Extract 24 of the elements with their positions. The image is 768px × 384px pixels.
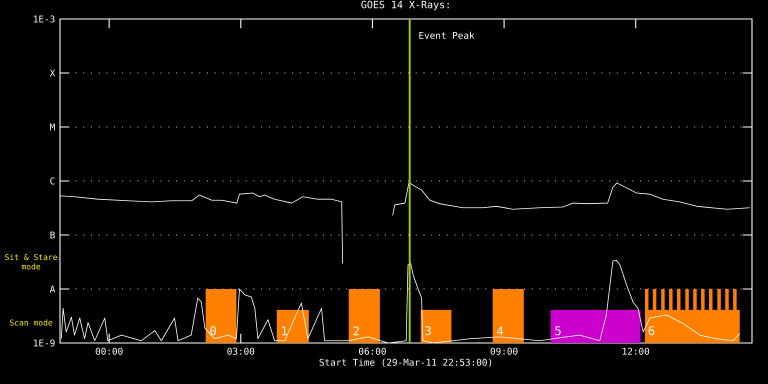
ref-line-label: Event Peak [419, 32, 474, 39]
y-tick-label: C [50, 177, 55, 185]
y-tick-label: B [50, 232, 55, 238]
annotation: 5 [555, 326, 561, 336]
x-tick-label: 09:00 [490, 348, 518, 355]
annotation: 6 [648, 326, 654, 336]
x-tick-label: 00:00 [96, 348, 123, 355]
x-axis-title: Start Time (29-Mar-11 22:53:00) [320, 358, 492, 367]
annotation: 0 [210, 326, 216, 336]
x-tick-label: 12:00 [622, 348, 650, 355]
y-tick-label: 1E-9 [34, 339, 55, 347]
annotation: 1 [282, 326, 287, 336]
annotation: 2 [353, 326, 359, 336]
y-tick-label: Scan mode [10, 319, 52, 326]
annotation: 4 [497, 326, 504, 336]
y-tick-label: M [50, 124, 55, 130]
x-tick-label: 03:00 [227, 348, 254, 355]
y-tick-label: A [50, 286, 56, 292]
y-tick-label: 1E-3 [34, 15, 55, 23]
annotation: 3 [425, 326, 431, 336]
x-tick-label: 06:00 [358, 348, 386, 355]
y-tick-label: X [50, 70, 56, 76]
chart-title: GOES 14 X-Rays: [361, 0, 449, 10]
y-tick-label: Sit & Stare mode [5, 254, 58, 270]
